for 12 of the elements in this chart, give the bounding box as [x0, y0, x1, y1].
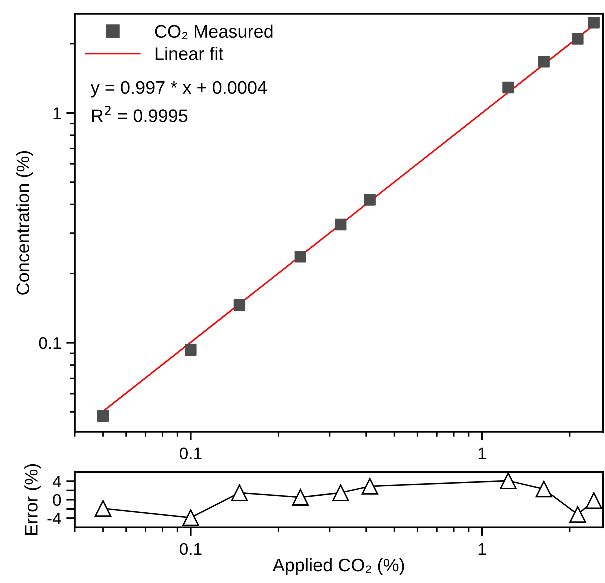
legend-label: Linear fit	[156, 47, 224, 60]
y-axis-title: Concentration (%)	[16, 151, 34, 295]
y-tick-label: 4	[52, 476, 62, 488]
y-tick-label: 0.1	[39, 337, 62, 350]
y-tick-label: 0	[53, 494, 62, 506]
annotation: R$^{2}$ = 0.9995	[92, 106, 188, 122]
annotation: y = 0.997 * x + 0.0004	[90, 81, 268, 98]
x-axis-title: Applied CO₂ (%)	[272, 558, 404, 576]
y-tick-label: -4	[48, 512, 62, 524]
y-axis-title: Error (%)	[24, 464, 42, 536]
y-tick-label: 1	[54, 108, 62, 120]
legend-label: CO₂ Measured	[155, 24, 273, 40]
